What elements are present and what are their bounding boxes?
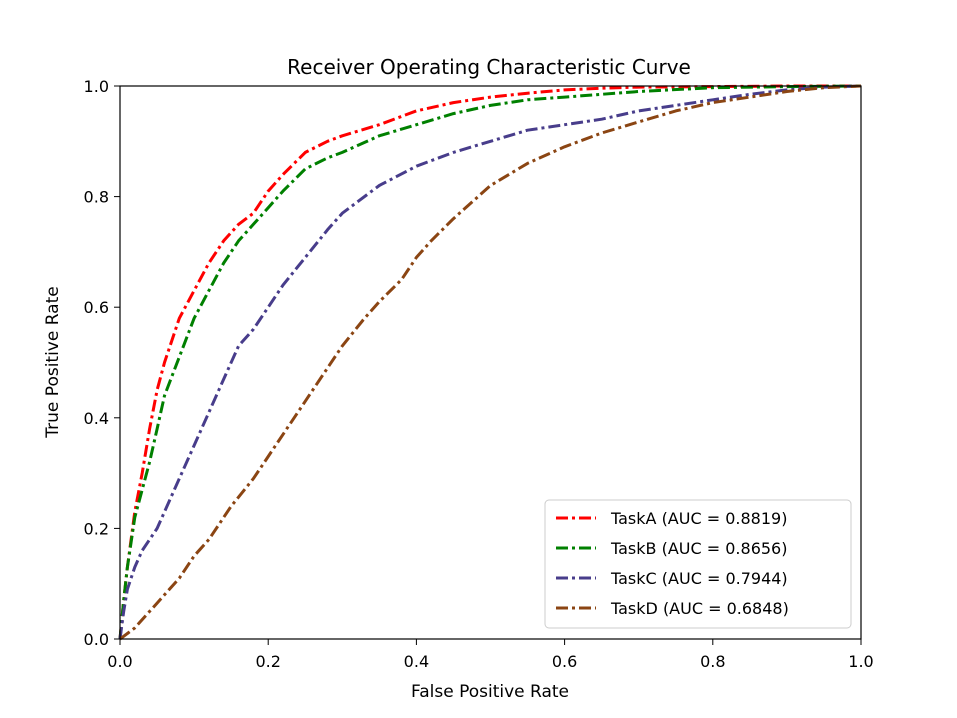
x-tick-label: 0.2 [255, 652, 280, 671]
y-tick-label: 1.0 [84, 77, 109, 96]
x-tick-label: 1.0 [848, 652, 873, 671]
legend: TaskA (AUC = 0.8819) TaskB (AUC = 0.8656)… [544, 499, 852, 629]
series-line-1 [118, 84, 861, 640]
legend-label-1: TaskA (AUC = 0.8819) [610, 509, 787, 528]
y-tick-label: 0.0 [84, 630, 109, 649]
x-axis: 0.0 0.2 0.4 0.6 0.8 1.0 [107, 639, 874, 671]
chart-title: Receiver Operating Characteristic Curve [287, 55, 691, 79]
y-tick-label: 0.4 [84, 409, 109, 428]
legend-label-4: TaskD (AUC = 0.6848) [610, 599, 789, 618]
legend-entries: TaskA (AUC = 0.8819) TaskB (AUC = 0.8656)… [556, 509, 789, 618]
legend-label-3: TaskC (AUC = 0.7944) [610, 569, 788, 588]
y-tick-label: 0.2 [84, 519, 109, 538]
y-axis-label: True Positive Rate [43, 286, 63, 438]
plot-frame [119, 85, 862, 640]
y-axis: 0.0 0.2 0.4 0.6 0.8 1.0 [84, 77, 120, 649]
x-tick-label: 0.6 [552, 652, 577, 671]
legend-box [544, 499, 852, 629]
x-tick-label: 0.0 [107, 652, 132, 671]
y-tick-label: 0.6 [84, 298, 109, 317]
x-axis-label: False Positive Rate [411, 682, 569, 702]
legend-label-2: TaskB (AUC = 0.8656) [610, 539, 787, 558]
series-line-4 [119, 84, 862, 641]
x-tick-label: 0.4 [404, 652, 429, 671]
series-layer [118, 84, 862, 641]
x-tick-label: 0.8 [700, 652, 725, 671]
series-line-3 [118, 84, 862, 640]
y-tick-label: 0.8 [84, 188, 109, 207]
